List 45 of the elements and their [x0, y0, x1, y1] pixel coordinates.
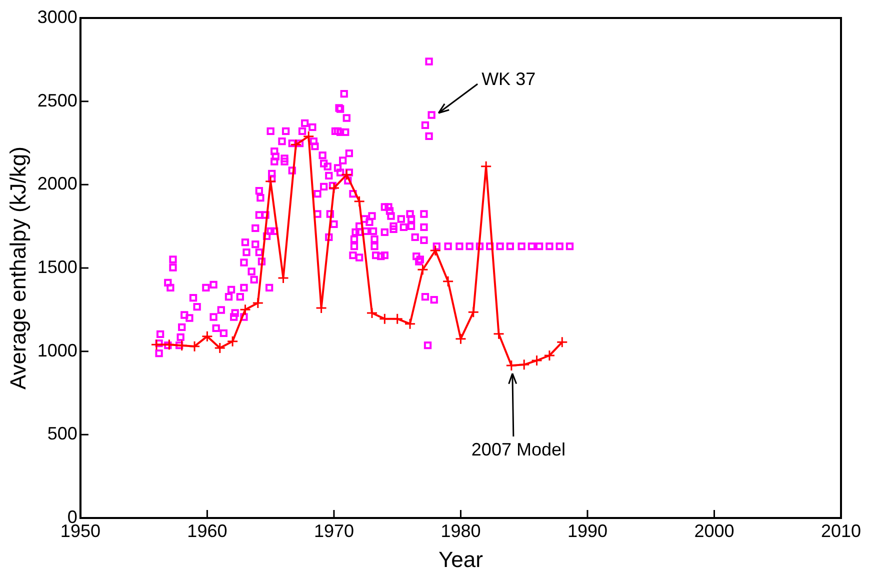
- point: [430, 244, 442, 256]
- x-tick-label: 1970: [314, 520, 354, 541]
- point: [290, 138, 302, 150]
- y-axis-title: Average enthalpy (kJ/kg): [5, 146, 30, 390]
- x-tick-label: 2010: [820, 520, 862, 541]
- x-tick-label: 1980: [440, 520, 481, 541]
- point: [468, 306, 480, 318]
- x-tick-label: 2000: [694, 520, 734, 541]
- x-tick-label: 1990: [567, 520, 608, 541]
- point: [201, 330, 213, 342]
- point: [442, 276, 454, 288]
- point: [188, 340, 200, 352]
- point: [544, 350, 556, 362]
- point: [416, 264, 428, 276]
- point: [226, 336, 238, 348]
- point: [163, 338, 175, 350]
- point: [176, 340, 188, 352]
- point: [404, 318, 416, 330]
- y-tick-label: 500: [47, 424, 78, 444]
- point: [239, 304, 251, 316]
- y-tick-label: 2500: [37, 90, 78, 110]
- point: [531, 354, 543, 366]
- y-tick-label: 3000: [37, 6, 78, 27]
- x-tick-label: 1960: [187, 520, 228, 541]
- point: [252, 297, 264, 309]
- point: [354, 196, 366, 208]
- point: [506, 360, 518, 372]
- point: [366, 307, 378, 319]
- point: [454, 333, 466, 345]
- x-axis-title: Year: [438, 546, 483, 572]
- point: [518, 358, 530, 370]
- point: [493, 328, 504, 340]
- point: [340, 168, 352, 180]
- point: [328, 182, 340, 194]
- point: [214, 342, 226, 354]
- annotation: WK 37: [482, 68, 536, 89]
- point: [556, 336, 568, 348]
- y-tick-label: 1000: [37, 340, 78, 360]
- y-tick-label: 2000: [37, 174, 78, 194]
- annotation: 2007 Model: [471, 439, 566, 460]
- point: [378, 313, 390, 325]
- point: [302, 130, 314, 142]
- y-tick-label: 1500: [37, 256, 78, 277]
- point: [392, 313, 404, 325]
- point: [150, 338, 162, 350]
